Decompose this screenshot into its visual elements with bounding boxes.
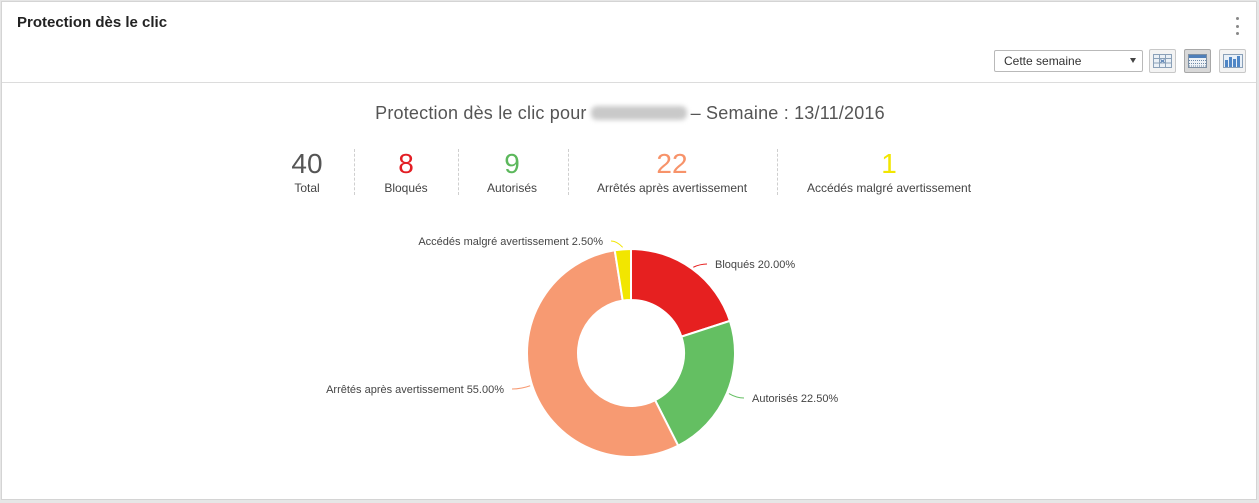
stat-allowed: 9 Autorisés xyxy=(472,148,552,196)
list-rows-icon xyxy=(1188,54,1207,68)
donut-chart: Bloqués 20.00% Autorisés 22.50% Arrêtés ap… xyxy=(326,236,838,458)
panel-title: Protection dès le clic xyxy=(17,14,168,31)
stat-value: 8 xyxy=(398,148,414,179)
more-options-icon[interactable] xyxy=(1231,17,1243,35)
donut-slice[interactable] xyxy=(613,247,632,302)
slice-label: Bloqués 20.00% xyxy=(715,259,795,271)
stat-separator xyxy=(777,149,778,195)
slice-leader-line xyxy=(693,263,708,268)
slice-leader-line xyxy=(728,393,745,399)
stat-value: 22 xyxy=(656,148,688,179)
blurred-domain xyxy=(590,106,687,120)
stat-stopped-after-warning: 22 Arrêtés après avertissement xyxy=(584,148,760,196)
period-select[interactable]: Cette semaine xyxy=(994,50,1143,72)
slice-label: Accédés malgré avertissement 2.50% xyxy=(418,236,603,248)
stat-label: Bloqués xyxy=(384,181,428,195)
chevron-down-icon xyxy=(1130,58,1136,63)
stat-value: 9 xyxy=(504,148,520,179)
stat-separator xyxy=(354,149,355,195)
slice-leader-line xyxy=(610,240,624,248)
stat-blocked: 8 Bloqués xyxy=(365,148,447,196)
list-view-button[interactable] xyxy=(1184,49,1211,73)
stat-value: 1 xyxy=(881,148,897,179)
stat-value: 40 xyxy=(291,148,323,179)
report-title: Protection dès le clic pour – Semaine : 1… xyxy=(2,103,1258,124)
slice-leader-line xyxy=(511,385,531,390)
stat-separator xyxy=(458,149,459,195)
stat-label: Total xyxy=(294,181,320,195)
chart-view-button[interactable] xyxy=(1219,49,1246,73)
header-divider xyxy=(2,82,1256,83)
stat-separator xyxy=(568,149,569,195)
table-view-button[interactable] xyxy=(1149,49,1176,73)
bar-chart-icon xyxy=(1223,54,1243,68)
slice-label: Autorisés 22.50% xyxy=(752,393,838,405)
report-title-suffix: – Semaine : 13/11/2016 xyxy=(690,103,885,123)
stat-label: Accédés malgré avertissement xyxy=(806,181,972,195)
table-grid-icon xyxy=(1153,54,1172,68)
period-select-value: Cette semaine xyxy=(1004,54,1082,68)
stat-label: Autorisés xyxy=(486,181,538,195)
report-title-prefix: Protection dès le clic pour xyxy=(375,103,587,123)
donut-slice[interactable] xyxy=(653,319,736,448)
stat-accessed-despite-warning: 1 Accédés malgré avertissement xyxy=(796,148,982,196)
stat-label: Arrêtés après avertissement xyxy=(596,181,748,195)
donut-slice[interactable] xyxy=(526,249,680,458)
stat-total: 40 Total xyxy=(280,148,334,196)
slice-label: Arrêtés après avertissement 55.00% xyxy=(326,384,504,396)
donut-slice[interactable] xyxy=(630,247,732,338)
